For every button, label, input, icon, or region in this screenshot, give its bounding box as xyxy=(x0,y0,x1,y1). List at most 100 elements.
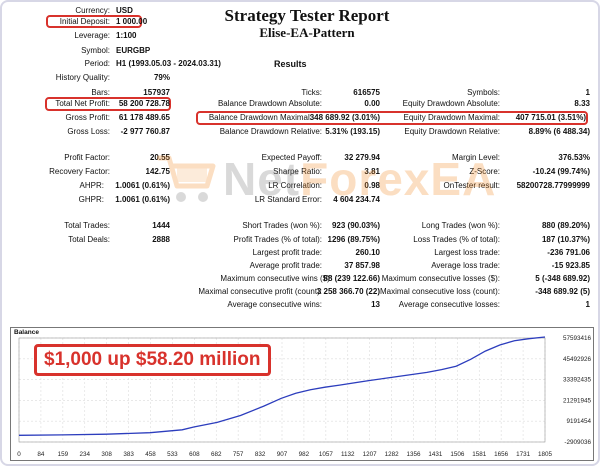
gross-loss-value: -2 977 760.87 xyxy=(120,127,170,136)
avg-loss-value: -15 923.85 xyxy=(551,261,590,270)
x-tick-label: 0 xyxy=(17,451,21,458)
loss-trades-value: 187 (10.37%) xyxy=(541,235,590,244)
leverage-label: Leverage: xyxy=(74,31,110,40)
profit-overlay-banner: $1,000 up $58.20 million xyxy=(34,344,271,376)
max-cons-wins-value: 88 (239 122.66) xyxy=(323,274,381,283)
equity-dd-max-label: Equity Drawdown Maximal: xyxy=(403,113,500,122)
report-subtitle: Elise-EA-Pattern xyxy=(259,25,355,40)
short-trades-label: Short Trades (won %): xyxy=(242,221,322,230)
ontester-label: OnTester result: xyxy=(443,181,500,190)
balance-dd-abs-value: 0.00 xyxy=(364,99,380,108)
y-tick-label: 45492926 xyxy=(563,356,592,363)
ghpr-value: 1.0061 (0.61%) xyxy=(115,195,170,204)
largest-loss-label: Largest loss trade: xyxy=(434,248,500,257)
y-tick-label: 9191454 xyxy=(566,418,591,425)
x-tick-label: 533 xyxy=(167,451,178,458)
x-tick-label: 1207 xyxy=(363,451,378,458)
x-tick-label: 1282 xyxy=(385,451,400,458)
equity-dd-max-value: 407 715.01 (3.51%) xyxy=(515,113,586,122)
ticks-value: 616575 xyxy=(353,88,380,97)
history-quality-value: 79% xyxy=(153,73,170,82)
total-trades-value: 1444 xyxy=(152,221,170,230)
expected-payoff-label: Expected Payoff: xyxy=(261,153,322,162)
equity-dd-rel-label: Equity Drawdown Relative: xyxy=(404,127,500,136)
report-title: Strategy Tester Report xyxy=(224,6,390,25)
max-cons-losses-label: Maximum consecutive losses ($): xyxy=(381,274,500,283)
avg-loss-label: Average loss trade: xyxy=(431,261,500,270)
avg-cons-losses-label: Average consecutive losses: xyxy=(398,300,500,309)
drawdown-highlight-box xyxy=(196,111,588,125)
balance-dd-rel-label: Balance Drawdown Relative: xyxy=(219,127,322,136)
avg-profit-label: Average profit trade: xyxy=(249,261,322,270)
avg-profit-value: 37 857.98 xyxy=(344,261,380,270)
y-tick-label: 21291945 xyxy=(563,397,592,404)
balance-dd-rel-value: 5.31% (193.15) xyxy=(325,127,380,136)
chart-title: Balance xyxy=(14,329,39,336)
lr-std-error-value: 4 604 234.74 xyxy=(333,195,380,204)
ghpr-label: GHPR: xyxy=(78,195,104,204)
period-value: H1 (1993.05.03 - 2024.03.31) xyxy=(116,59,221,68)
net-profit-highlight-box xyxy=(45,97,171,111)
x-tick-label: 832 xyxy=(255,451,266,458)
x-tick-label: 757 xyxy=(233,451,244,458)
net-profit-value: 58 200 728.78 xyxy=(118,99,170,108)
total-trades-label: Total Trades: xyxy=(64,221,110,230)
x-tick-label: 682 xyxy=(211,451,222,458)
equity-dd-rel-value: 8.89% (6 488.34) xyxy=(528,127,590,136)
x-tick-label: 1581 xyxy=(472,451,487,458)
x-tick-label: 1805 xyxy=(538,451,553,458)
symbol-label: Symbol: xyxy=(81,46,110,55)
symbol-value: EURGBP xyxy=(116,46,151,55)
x-tick-label: 1356 xyxy=(406,451,421,458)
profit-trades-label: Profit Trades (% of total): xyxy=(233,235,322,244)
ontester-value: 58200728.77999999 xyxy=(516,181,590,190)
x-tick-label: 159 xyxy=(58,451,69,458)
x-tick-label: 1132 xyxy=(341,451,355,458)
loss-trades-label: Loss Trades (% of total): xyxy=(413,235,500,244)
lr-correlation-value: 0.98 xyxy=(364,181,380,190)
lr-std-error-label: LR Standard Error: xyxy=(254,195,322,204)
x-tick-label: 383 xyxy=(123,451,134,458)
z-score-value: -10.24 (99.74%) xyxy=(532,167,590,176)
y-tick-label: -2909036 xyxy=(564,439,591,446)
x-tick-label: 458 xyxy=(145,451,156,458)
period-label: Period: xyxy=(84,59,110,68)
profit-factor-label: Profit Factor: xyxy=(64,153,110,162)
equity-dd-abs-label: Equity Drawdown Absolute: xyxy=(402,99,500,108)
deposit-highlight-box xyxy=(46,15,142,28)
bars-value: 157937 xyxy=(143,88,170,97)
long-trades-label: Long Trades (won %): xyxy=(421,221,500,230)
short-trades-value: 923 (90.03%) xyxy=(331,221,380,230)
margin-level-value: 376.53% xyxy=(558,153,590,162)
profit-trades-value: 1296 (89.75%) xyxy=(327,235,380,244)
avg-cons-wins-value: 13 xyxy=(371,300,380,309)
largest-profit-label: Largest profit trade: xyxy=(252,248,322,257)
deposit-value: 1 000.00 xyxy=(116,17,148,26)
deposit-label: Initial Deposit: xyxy=(59,17,110,26)
balance-dd-max-label: Balance Drawdown Maximal: xyxy=(208,113,312,122)
net-profit-label: Total Net Profit: xyxy=(55,99,110,108)
max-cons-losses-value: 5 (-348 689.92) xyxy=(535,274,590,283)
z-score-label: Z-Score: xyxy=(469,167,500,176)
ticks-label: Ticks: xyxy=(301,88,322,97)
maximal-cons-loss-value: -348 689.92 (5) xyxy=(535,287,590,296)
x-tick-label: 608 xyxy=(189,451,200,458)
report-header: Strategy Tester Report Elise-EA-Pattern xyxy=(172,6,442,41)
x-tick-label: 1506 xyxy=(450,451,465,458)
leverage-value: 1:100 xyxy=(116,31,137,40)
long-trades-value: 880 (89.20%) xyxy=(541,221,590,230)
results-heading: Results xyxy=(274,59,307,69)
maximal-cons-profit-label: Maximal consecutive profit (count): xyxy=(198,287,322,296)
bars-label: Bars: xyxy=(91,88,110,97)
balance-dd-max-value: 348 689.92 (3.01%) xyxy=(309,113,380,122)
ahpr-value: 1.0061 (0.61%) xyxy=(115,181,170,190)
sharpe-ratio-value: 3.81 xyxy=(364,167,380,176)
expected-payoff-value: 32 279.94 xyxy=(344,153,380,162)
profit-factor-value: 20.55 xyxy=(149,153,170,162)
x-tick-label: 982 xyxy=(299,451,310,458)
x-tick-label: 234 xyxy=(79,451,90,458)
history-quality-label: History Quality: xyxy=(55,73,110,82)
y-tick-label: 57593416 xyxy=(563,335,592,342)
maximal-cons-loss-label: Maximal consecutive loss (count): xyxy=(379,287,500,296)
max-cons-wins-label: Maximum consecutive wins ($): xyxy=(220,274,332,283)
